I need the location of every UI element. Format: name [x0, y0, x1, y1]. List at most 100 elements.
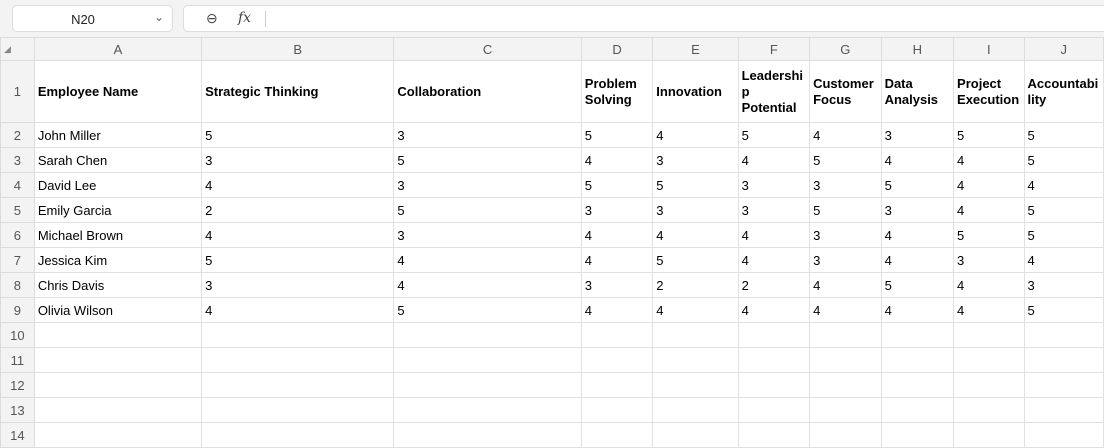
cell[interactable]: 5: [393, 197, 582, 223]
column-header-D[interactable]: D: [580, 37, 654, 61]
cell[interactable]: [201, 347, 395, 373]
row-header[interactable]: 11: [0, 347, 35, 373]
cell[interactable]: 4: [1023, 172, 1104, 198]
cell[interactable]: 4: [880, 147, 955, 173]
cell[interactable]: [880, 347, 955, 373]
cell[interactable]: 3: [201, 147, 395, 173]
cell[interactable]: [33, 322, 203, 348]
cell[interactable]: 4: [953, 197, 1025, 223]
cell[interactable]: 5: [1023, 297, 1104, 323]
cell[interactable]: [652, 322, 739, 348]
cell[interactable]: 5: [809, 147, 882, 173]
cell[interactable]: [737, 372, 811, 398]
cell[interactable]: 4: [809, 272, 882, 298]
cell[interactable]: Employee Name: [33, 60, 203, 123]
cell[interactable]: [953, 397, 1025, 423]
cell[interactable]: [880, 322, 955, 348]
cell[interactable]: [580, 372, 654, 398]
cell[interactable]: [201, 397, 395, 423]
cell[interactable]: [201, 422, 395, 448]
row-header[interactable]: 13: [0, 397, 35, 423]
cell[interactable]: 5: [652, 247, 739, 273]
cell[interactable]: 5: [201, 122, 395, 148]
cell[interactable]: [33, 347, 203, 373]
cell[interactable]: 4: [393, 247, 582, 273]
cell[interactable]: 4: [580, 247, 654, 273]
cell[interactable]: Michael Brown: [33, 222, 203, 248]
column-header-I[interactable]: I: [953, 37, 1025, 61]
cell[interactable]: 4: [201, 222, 395, 248]
cell[interactable]: [880, 397, 955, 423]
cell[interactable]: Project Execution: [953, 60, 1025, 123]
cell[interactable]: [393, 372, 582, 398]
row-header[interactable]: 5: [0, 197, 35, 223]
cell[interactable]: [809, 372, 882, 398]
formula-bar[interactable]: ⊖ fx: [183, 5, 1104, 32]
cell[interactable]: [1023, 422, 1104, 448]
cell[interactable]: [393, 397, 582, 423]
cell[interactable]: [880, 372, 955, 398]
zoom-out-icon[interactable]: ⊖: [206, 10, 218, 26]
row-header[interactable]: 8: [0, 272, 35, 298]
cell[interactable]: [652, 347, 739, 373]
cell[interactable]: 4: [652, 122, 739, 148]
row-header[interactable]: 7: [0, 247, 35, 273]
cell[interactable]: 4: [880, 247, 955, 273]
cell[interactable]: 4: [737, 297, 811, 323]
cell[interactable]: [737, 322, 811, 348]
row-header[interactable]: 14: [0, 422, 35, 448]
cell[interactable]: [393, 322, 582, 348]
cell[interactable]: 5: [201, 247, 395, 273]
cell[interactable]: 4: [1023, 247, 1104, 273]
cell[interactable]: 2: [201, 197, 395, 223]
cell[interactable]: [737, 422, 811, 448]
cell[interactable]: 4: [953, 297, 1025, 323]
cell[interactable]: 3: [580, 197, 654, 223]
cell[interactable]: 4: [809, 122, 882, 148]
cell[interactable]: [652, 397, 739, 423]
cell[interactable]: 3: [1023, 272, 1104, 298]
cell[interactable]: [1023, 322, 1104, 348]
cell[interactable]: [737, 397, 811, 423]
cell[interactable]: 4: [580, 147, 654, 173]
cell[interactable]: [580, 347, 654, 373]
cell[interactable]: 4: [880, 222, 955, 248]
cell[interactable]: [809, 397, 882, 423]
cell[interactable]: [809, 347, 882, 373]
cell[interactable]: [737, 347, 811, 373]
cell[interactable]: 5: [580, 122, 654, 148]
cell[interactable]: 4: [737, 222, 811, 248]
cell[interactable]: David Lee: [33, 172, 203, 198]
column-header-C[interactable]: C: [393, 37, 582, 61]
cell[interactable]: 4: [652, 297, 739, 323]
column-header-J[interactable]: J: [1023, 37, 1104, 61]
column-header-E[interactable]: E: [652, 37, 739, 61]
cell[interactable]: 4: [737, 247, 811, 273]
row-header[interactable]: 1: [0, 60, 35, 123]
cell[interactable]: 3: [652, 197, 739, 223]
cell[interactable]: Data Analysis: [880, 60, 955, 123]
cell[interactable]: 4: [953, 147, 1025, 173]
row-header[interactable]: 3: [0, 147, 35, 173]
cell[interactable]: 5: [880, 272, 955, 298]
cell[interactable]: [953, 422, 1025, 448]
cell[interactable]: 2: [652, 272, 739, 298]
cell[interactable]: 3: [201, 272, 395, 298]
cell[interactable]: Emily Garcia: [33, 197, 203, 223]
column-header-B[interactable]: B: [201, 37, 395, 61]
cell[interactable]: 4: [201, 297, 395, 323]
column-header-G[interactable]: G: [809, 37, 882, 61]
cell[interactable]: Strategic Thinking: [201, 60, 395, 123]
column-header-F[interactable]: F: [737, 37, 811, 61]
row-header[interactable]: 10: [0, 322, 35, 348]
column-header-H[interactable]: H: [880, 37, 955, 61]
cell[interactable]: [393, 347, 582, 373]
cell[interactable]: [201, 372, 395, 398]
cell[interactable]: 3: [880, 197, 955, 223]
row-header[interactable]: 12: [0, 372, 35, 398]
cell[interactable]: 3: [393, 122, 582, 148]
cell[interactable]: 3: [737, 197, 811, 223]
cell[interactable]: 5: [809, 197, 882, 223]
cell[interactable]: 5: [1023, 147, 1104, 173]
cell[interactable]: Problem Solving: [580, 60, 654, 123]
